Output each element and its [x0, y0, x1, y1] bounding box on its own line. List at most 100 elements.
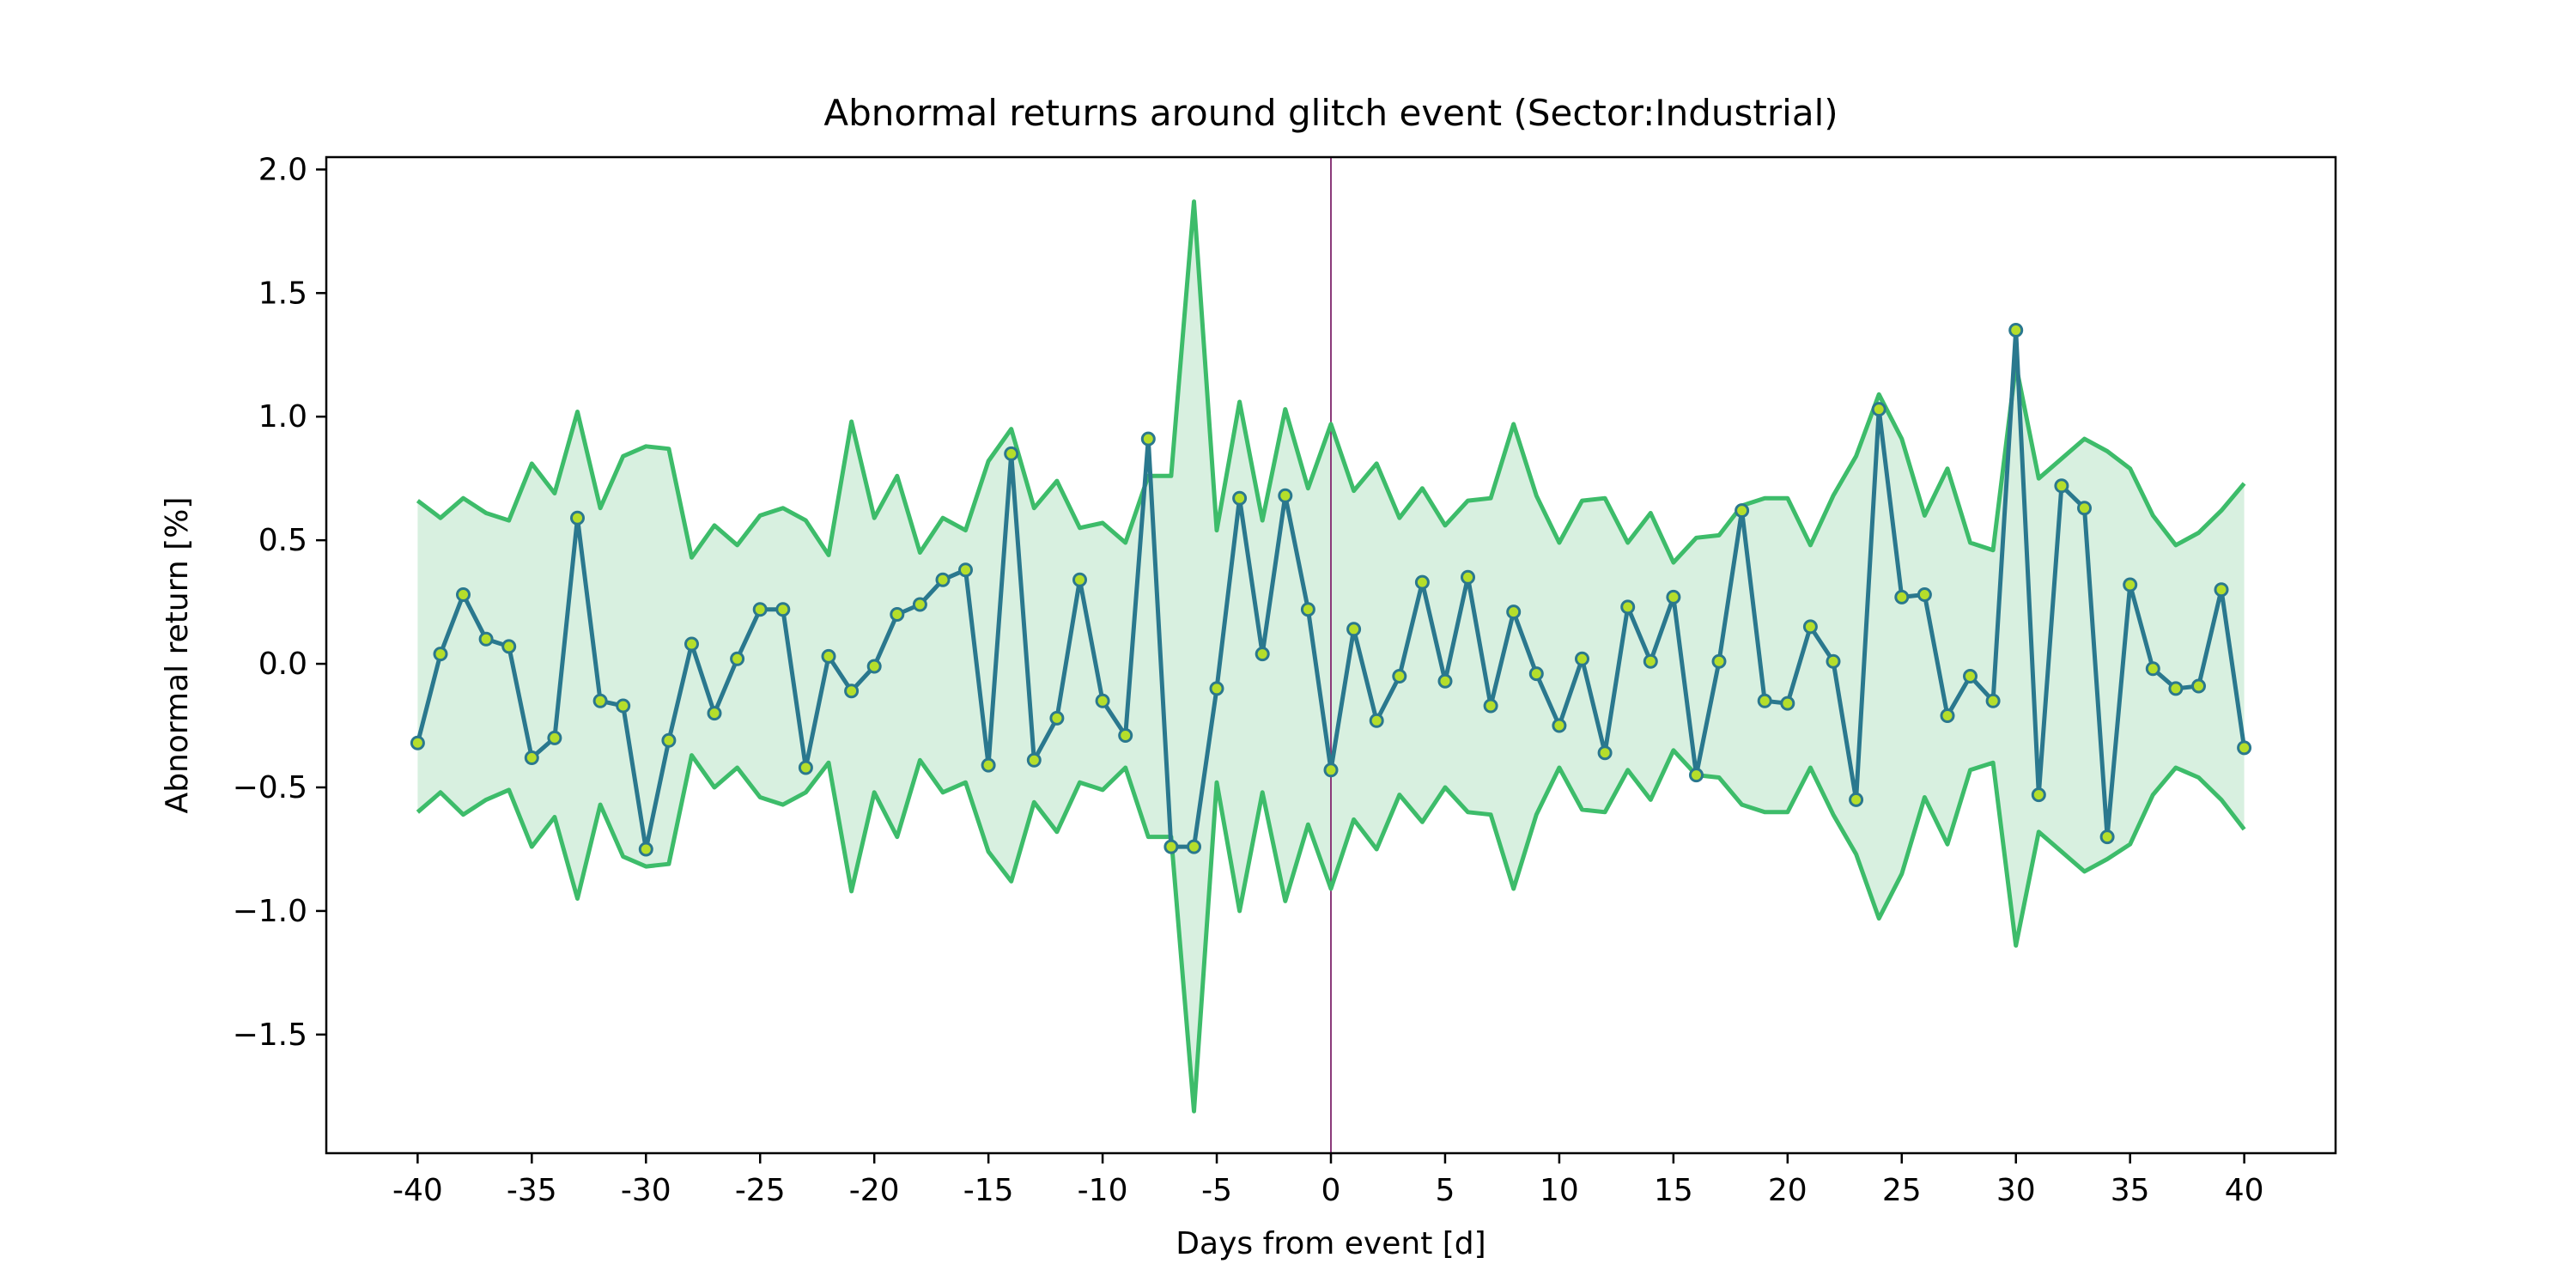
- data-point: [1849, 792, 1864, 807]
- data-point: [1894, 589, 1910, 605]
- data-point: [958, 562, 973, 578]
- x-tick-label: -15: [963, 1173, 1014, 1208]
- data-point: [730, 651, 745, 666]
- data-point: [616, 698, 631, 714]
- data-point: [2145, 661, 2160, 677]
- data-point: [1209, 681, 1224, 696]
- data-point: [1871, 402, 1886, 417]
- data-point: [1163, 839, 1179, 854]
- data-point: [2054, 478, 2069, 494]
- x-tick-label: 15: [1654, 1173, 1693, 1208]
- data-point: [1802, 619, 1818, 635]
- data-point: [1026, 752, 1042, 768]
- data-point: [2214, 582, 2229, 598]
- data-point: [570, 510, 585, 526]
- data-point: [1575, 651, 1589, 666]
- data-point: [1620, 599, 1636, 615]
- x-tick-label: 25: [1882, 1173, 1922, 1208]
- y-tick-label: 2.0: [258, 152, 307, 187]
- data-point: [1757, 693, 1772, 708]
- plot-area: -40 -35 -30 -25 -20 -15 -10 -5 0 5 10 15 20 25 30 35 40 −…: [233, 152, 2337, 1208]
- data-point: [1369, 713, 1384, 728]
- data-point: [684, 636, 699, 652]
- data-point: [547, 730, 562, 745]
- y-tick-label: 1.5: [258, 276, 307, 311]
- data-point: [1643, 653, 1658, 669]
- data-point: [707, 706, 722, 721]
- data-point: [1689, 768, 1704, 783]
- x-tick-label: -25: [735, 1173, 786, 1208]
- data-point: [1963, 669, 1978, 683]
- data-point: [1552, 718, 1567, 733]
- data-point: [2191, 678, 2206, 694]
- data-point: [638, 841, 653, 857]
- data-point: [2077, 501, 2092, 516]
- data-point: [478, 631, 494, 647]
- data-point: [1004, 446, 1019, 461]
- y-tick-label: −1.0: [233, 894, 307, 929]
- data-point: [1140, 431, 1156, 447]
- data-point: [1506, 605, 1522, 620]
- y-axis-label: Abnormal return [%]: [160, 497, 195, 814]
- data-point: [1049, 710, 1065, 726]
- data-point: [1323, 762, 1339, 778]
- data-point: [2123, 577, 2138, 592]
- data-point: [981, 757, 996, 773]
- data-point: [2168, 681, 2184, 696]
- x-tick-label: -10: [1078, 1173, 1128, 1208]
- data-point: [456, 587, 471, 602]
- data-point: [1414, 574, 1430, 590]
- data-point: [1392, 669, 1407, 683]
- data-point: [1300, 602, 1315, 617]
- data-point: [1711, 653, 1727, 669]
- x-tick-label: 0: [1321, 1173, 1341, 1208]
- data-point: [661, 732, 677, 748]
- data-point: [1095, 693, 1110, 708]
- y-tick-label: −1.5: [233, 1018, 307, 1053]
- data-point: [1940, 708, 1955, 723]
- data-point: [1346, 622, 1362, 637]
- data-point: [798, 760, 813, 775]
- data-point: [410, 735, 425, 750]
- x-tick-label: -35: [507, 1173, 557, 1208]
- data-point: [1917, 587, 1932, 602]
- x-tick-label: 30: [1996, 1173, 2036, 1208]
- data-point: [592, 693, 608, 708]
- y-tick-label: −0.5: [233, 770, 307, 805]
- x-axis-label: Days from event [d]: [1176, 1226, 1485, 1261]
- data-point: [1255, 647, 1270, 662]
- upper-band-line: [416, 199, 2246, 565]
- data-point: [844, 683, 860, 699]
- data-point: [1780, 696, 1795, 711]
- data-point: [1461, 569, 1475, 585]
- data-point: [1278, 488, 1293, 503]
- x-tick-label: 40: [2225, 1173, 2264, 1208]
- y-tick-label: 0.0: [258, 647, 307, 682]
- data-point: [1528, 666, 1544, 682]
- x-tick-label: 20: [1768, 1173, 1807, 1208]
- data-point: [501, 639, 517, 654]
- x-tick-label: -20: [849, 1173, 900, 1208]
- data-point: [1597, 745, 1613, 761]
- data-point: [1735, 503, 1750, 519]
- y-tick-label: 1.0: [258, 399, 307, 434]
- data-point: [524, 750, 539, 765]
- data-point: [866, 659, 882, 674]
- data-point: [1826, 653, 1841, 669]
- x-tick-label: 35: [2111, 1173, 2150, 1208]
- data-point: [890, 607, 905, 622]
- data-point: [2008, 323, 2024, 337]
- data-point: [2237, 740, 2252, 756]
- data-point: [1232, 490, 1248, 506]
- data-point: [935, 572, 951, 587]
- data-point: [1483, 698, 1498, 714]
- lower-band-line: [416, 748, 2246, 1114]
- x-tick-label: -5: [1201, 1173, 1232, 1208]
- data-point: [1666, 589, 1681, 605]
- x-tick-label: 10: [1540, 1173, 1579, 1208]
- data-point: [912, 597, 927, 612]
- data-point: [1072, 572, 1087, 587]
- data-point: [2099, 829, 2115, 845]
